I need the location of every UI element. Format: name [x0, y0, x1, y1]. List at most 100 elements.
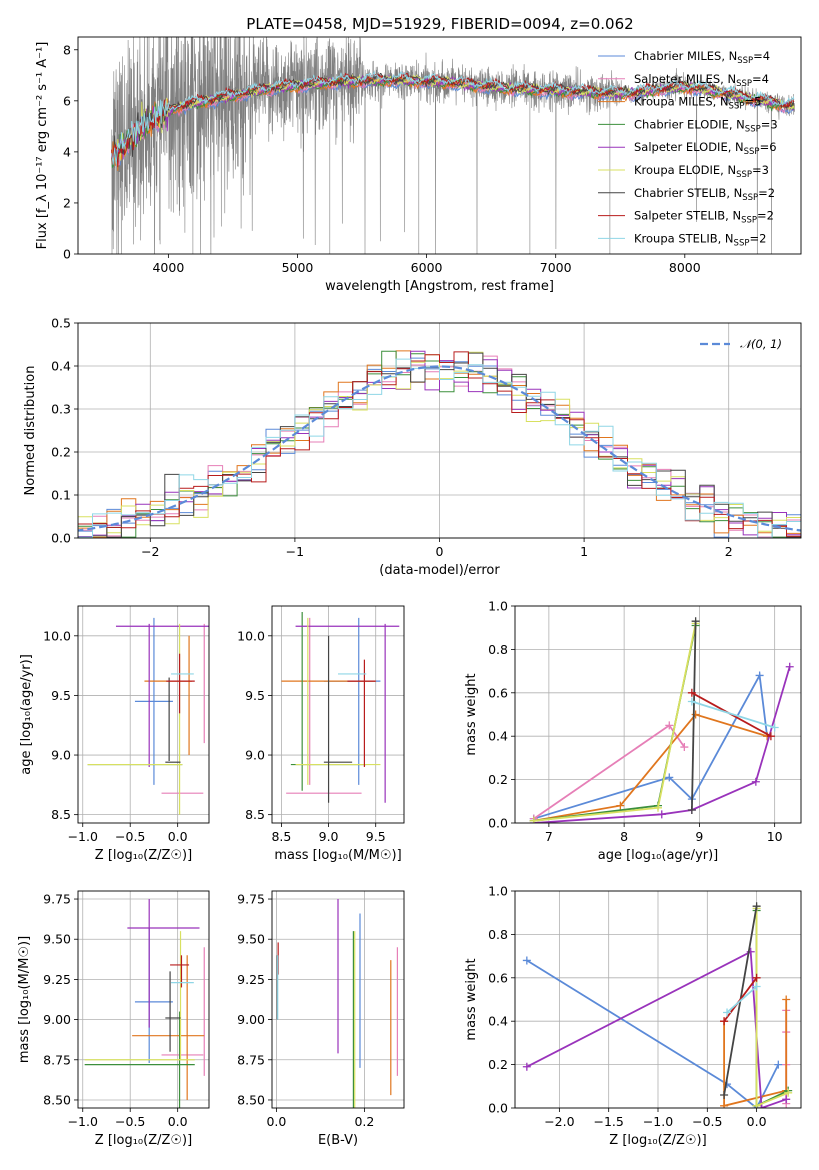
weight-line-7 — [723, 977, 758, 1022]
y-tick-label: 0.6 — [488, 970, 508, 985]
y-axis-label: Flux [f_λ 10⁻¹⁷ erg cm⁻² s⁻¹ A⁻¹] — [35, 42, 50, 250]
x-tick-label: −1.0 — [68, 829, 98, 844]
x-tick-label: −1.5 — [594, 1114, 624, 1129]
weight-point-marker — [654, 803, 662, 812]
x-tick-label: 1 — [580, 544, 588, 559]
weight-line-6 — [691, 621, 697, 811]
x-tick-label: 9 — [695, 829, 703, 844]
legend-count: =3 — [761, 117, 778, 131]
y-tick-label: 0.4 — [51, 359, 71, 374]
weight-line-2 — [723, 999, 788, 1107]
axes-residuals: −2 −1 0 1 2 0.0 0.1 0.2 0.3 0.4 0.5 (data-model)/er… — [23, 316, 802, 578]
legend-count: =3 — [752, 163, 769, 177]
axes-frame — [77, 36, 802, 255]
axes-frame — [77, 322, 802, 539]
legend-subscript: SSP — [734, 238, 750, 248]
legend-label: Kroupa STELIB, NSSP=2 — [634, 231, 766, 248]
plot-area-weight_vs_z — [522, 902, 793, 1108]
x-tick-label: 6000 — [411, 260, 443, 275]
legend-label: Salpeter STELIB, NSSP=2 — [634, 209, 774, 226]
weight-point-marker — [782, 1095, 791, 1104]
x-tick-label: −2 — [141, 544, 159, 559]
plot-area-spectrum — [111, 37, 795, 254]
x-tick-label: 0.0 — [168, 829, 188, 844]
weight-point-marker — [752, 973, 761, 982]
axes-weight_vs_age: 7 8 9 10 0.0 0.2 0.4 0.6 0.8 1.0 age [log₁₀(age/yr… — [464, 599, 802, 863]
axes-frame — [77, 890, 210, 1109]
legend-count: =4 — [752, 72, 769, 86]
y-tick-label: 0.5 — [51, 316, 71, 331]
weight-line-0 — [526, 959, 780, 1108]
x-axis-label: E(B-V) — [318, 1133, 358, 1148]
x-tick-label: 8 — [620, 829, 628, 844]
legend-count: =5 — [744, 95, 761, 109]
weight-point-marker — [752, 902, 761, 911]
legend-subscript: SSP — [744, 147, 760, 157]
y-tick-label: 9.5 — [51, 688, 71, 703]
y-tick-label: 9.0 — [245, 748, 265, 763]
legend-label: Salpeter ELODIE, NSSP=6 — [634, 140, 777, 157]
y-tick-label: 0.0 — [488, 1101, 508, 1116]
weight-point-marker — [529, 816, 538, 823]
y-tick-label: 9.25 — [43, 972, 71, 987]
weight-point-marker — [752, 1101, 761, 1108]
weight-point-marker — [691, 617, 700, 626]
weight-point-marker — [665, 773, 674, 782]
x-tick-label: −1 — [286, 544, 304, 559]
y-tick-label: 0.4 — [488, 729, 508, 744]
x-tick-label: 10 — [767, 829, 783, 844]
x-tick-label: 9.0 — [319, 829, 339, 844]
x-tick-label: −0.5 — [115, 1114, 145, 1129]
weight-point-marker — [680, 743, 689, 752]
figure-title: PLATE=0458, MJD=51929, FIBERID=0094, z=0… — [246, 15, 633, 33]
axes-age_vs_z: −1.0 −0.5 0.0 8.5 9.0 9.5 10.0 Z [log₁₀(Z/Z☉)] a… — [19, 605, 210, 863]
x-tick-label: 7000 — [540, 260, 572, 275]
weight-point-marker — [770, 723, 779, 732]
x-tick-label: 8000 — [669, 260, 701, 275]
x-axis-label: age [log₁₀(age/yr)] — [598, 848, 719, 863]
y-tick-label: 0.0 — [488, 816, 508, 831]
x-axis-label: Z [log₁₀(Z/Z☉)] — [609, 1133, 706, 1148]
axes-frame — [77, 605, 210, 824]
x-tick-label: 0 — [436, 544, 444, 559]
plot-area-mass_vs_z — [84, 899, 205, 1108]
axes-spectrum: 4000 5000 6000 7000 8000 0 2 4 6 8 wavelength [Ang… — [35, 36, 802, 294]
weight-point-marker — [657, 810, 666, 819]
axes-mass_vs_z: −1.0 −0.5 0.0 8.50 8.75 9.00 9.25 9.50 9.75 Z [lo… — [17, 890, 210, 1148]
y-tick-label: 8.75 — [237, 1052, 265, 1067]
axes-frame — [271, 890, 405, 1109]
weight-point-marker — [665, 721, 674, 730]
y-axis-label: mass weight — [464, 958, 479, 1040]
weight-line-3 — [533, 625, 697, 822]
legend-count: =4 — [753, 49, 770, 63]
y-tick-label: 0.8 — [488, 642, 508, 657]
y-tick-label: 9.50 — [237, 932, 265, 947]
weight-point-marker — [766, 732, 775, 741]
legend-count: =6 — [760, 140, 777, 154]
y-tick-label: 0.2 — [51, 445, 71, 460]
legend-label: Chabrier ELODIE, NSSP=3 — [634, 117, 778, 134]
weight-line-5 — [533, 623, 697, 822]
plot-area-mass_vs_ebv — [276, 899, 398, 1108]
x-axis-label: mass [log₁₀(M/M☉)] — [274, 848, 401, 863]
y-tick-label: 9.0 — [51, 748, 71, 763]
weight-point-marker — [785, 662, 794, 671]
weight-line-8 — [691, 700, 775, 729]
weight-line-4 — [526, 950, 787, 1108]
axes-age_vs_mass: 8.5 9.0 9.5 8.5 9.0 9.5 10.0 mass [log₁₀(M/M☉)] — [237, 605, 405, 863]
x-tick-label: −0.5 — [115, 829, 145, 844]
weight-point-marker — [774, 1060, 783, 1069]
legend-label: Kroupa ELODIE, NSSP=3 — [634, 163, 769, 180]
x-tick-label: −1.0 — [68, 1114, 98, 1129]
legend-label: Chabrier MILES, NSSP=4 — [634, 49, 770, 66]
axes-frame — [514, 890, 802, 1109]
y-tick-label: 10.0 — [237, 628, 265, 643]
y-axis-label: mass [log₁₀(M/M☉)] — [17, 936, 32, 1063]
y-tick-label: 0.6 — [488, 685, 508, 700]
weight-point-marker — [687, 688, 696, 697]
weight-point-marker — [755, 671, 764, 680]
y-tick-label: 6 — [63, 93, 71, 108]
legend-label: Chabrier STELIB, NSSP=2 — [634, 186, 775, 203]
weight-point-marker — [757, 1104, 766, 1108]
